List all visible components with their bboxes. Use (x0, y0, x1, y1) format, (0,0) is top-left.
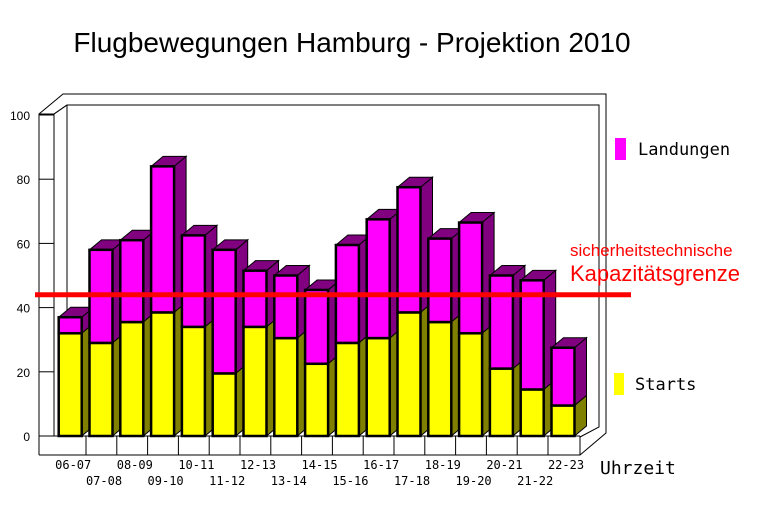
x-tick-label: 16-17 (363, 458, 399, 472)
x-tick-label: 18-19 (425, 458, 461, 472)
bar-front (334, 341, 361, 438)
bars (57, 155, 588, 438)
y-tick-label: 40 (17, 302, 31, 316)
bar-front (149, 311, 176, 438)
x-tick-label: 19-20 (456, 474, 492, 488)
x-tick-label: 13-14 (271, 474, 307, 488)
bar-segment-starts (211, 362, 249, 438)
x-tick-label: 22-23 (548, 458, 584, 472)
bar-front (242, 269, 268, 329)
x-tick-label: 14-15 (302, 458, 338, 472)
y-tick-label: 60 (17, 237, 31, 251)
legend: Landungen Starts (614, 138, 730, 395)
bar-segment-starts (334, 331, 372, 438)
x-tick-label: 12-13 (240, 458, 276, 472)
annotation-line1: sicherheitstechnische (570, 241, 733, 260)
x-tick-label: 10-11 (178, 458, 214, 472)
x-axis-labels: 06-07 07-08 08-09 09-10 10-11 11-12 12-13 13-14… (55, 458, 584, 488)
bar-front (211, 372, 237, 438)
x-tick-label: 08-09 (117, 458, 153, 472)
x-tick-label: 21-22 (517, 474, 553, 488)
bar-front (149, 165, 176, 314)
chart-title: Flugbewegungen Hamburg - Projektion 2010 (73, 27, 630, 58)
bar-front (180, 234, 207, 329)
x-tick-label: 17-18 (394, 474, 430, 488)
y-tick-label: 0 (23, 430, 30, 444)
bar-front (550, 404, 576, 438)
bar-side (574, 336, 587, 407)
bar-segment-landungen (118, 229, 157, 324)
y-tick-label: 100 (10, 109, 30, 123)
bar-front (119, 320, 145, 438)
bar-front (519, 388, 545, 438)
y-axis: 0 20 40 60 80 100 (10, 109, 54, 444)
bar-front (303, 362, 330, 438)
bar-front (519, 279, 545, 391)
bar-front (303, 288, 330, 366)
x-tick-label: 07-08 (86, 474, 122, 488)
bar-segment-landungen (149, 155, 188, 314)
legend-swatch-landungen (615, 138, 626, 160)
legend-swatch-starts (614, 373, 624, 395)
legend-label-starts: Starts (635, 375, 696, 395)
bar-front (273, 274, 299, 340)
bar-front (427, 320, 453, 438)
bar-front (273, 336, 299, 438)
bar-front (427, 237, 453, 324)
bar-segment-landungen (242, 259, 280, 329)
x-axis-title: Uhrzeit (600, 458, 676, 479)
annotation-line2: Kapazitätsgrenze (570, 261, 740, 286)
x-tick-label: 15-16 (332, 474, 368, 488)
bar-front (457, 332, 484, 438)
x-tick-label: 11-12 (209, 474, 245, 488)
x-tick-label: 09-10 (148, 474, 184, 488)
bar-front (57, 315, 83, 335)
bar-segment-landungen (550, 336, 588, 407)
bar-segment-landungen (457, 211, 496, 335)
bar-front (365, 218, 391, 340)
bar-front (211, 248, 237, 375)
bar-front (396, 311, 422, 438)
bar-front (365, 336, 391, 438)
bar-front (488, 274, 515, 370)
legend-label-landungen: Landungen (638, 140, 730, 160)
bar-front (550, 346, 576, 407)
bar-front (242, 325, 268, 438)
bar-front (457, 221, 484, 335)
y-tick-label: 20 (17, 366, 31, 380)
bar-front (88, 341, 114, 438)
bar-segment-landungen (57, 306, 96, 335)
bar-front (119, 238, 145, 324)
bar-front (180, 325, 207, 438)
bar-front (57, 332, 83, 438)
bar-front (488, 367, 515, 438)
x-tick-label: 20-21 (486, 458, 522, 472)
x-tick-label: 06-07 (55, 458, 91, 472)
bar-front (396, 185, 422, 314)
x-axis-floor (85, 436, 549, 455)
y-tick-label: 80 (17, 173, 31, 187)
